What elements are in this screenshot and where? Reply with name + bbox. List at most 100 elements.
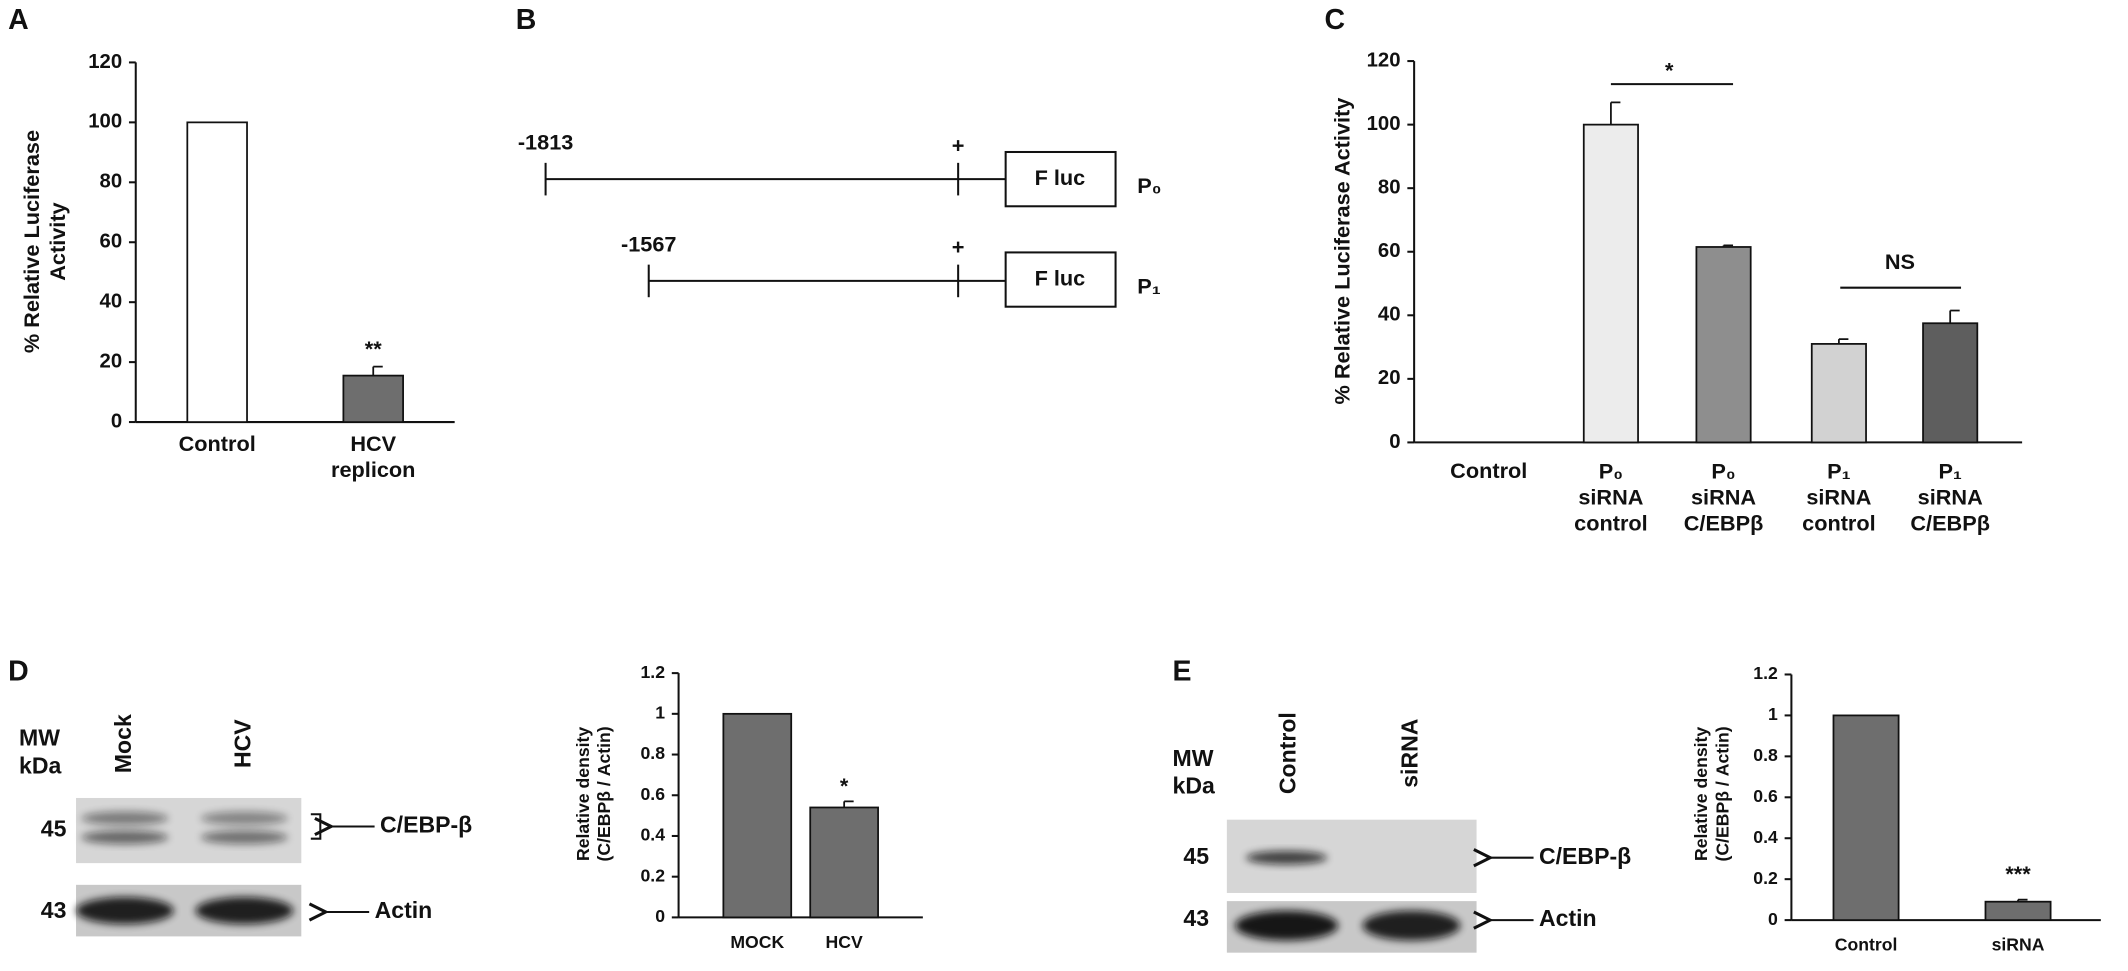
blot-band	[81, 811, 169, 826]
y-tick-label: 40	[1378, 304, 1401, 326]
y-tick-label: 1	[1768, 704, 1778, 724]
panel-label: D	[8, 656, 29, 688]
x-tick-label: Control	[1450, 458, 1527, 483]
x-tick-label: HCV	[826, 932, 863, 952]
y-tick-label: 120	[88, 51, 122, 73]
bar	[1810, 343, 1867, 444]
start-position: -1567	[621, 231, 677, 256]
bar	[186, 121, 248, 423]
annotation: ***	[2005, 861, 2031, 886]
mw-marker: 45	[1183, 843, 1209, 869]
blot-band	[1245, 850, 1328, 865]
annotation: *	[840, 773, 849, 798]
y-tick-label: 100	[88, 111, 122, 133]
y-tick-label: 100	[1367, 113, 1401, 135]
annotation: *	[1665, 58, 1674, 83]
annotation: **	[365, 336, 382, 361]
tss-label: +	[952, 132, 965, 157]
x-tick-label: P₁ siRNA C/EBPβ	[1910, 458, 1990, 535]
y-tick-label: 0.2	[640, 865, 665, 885]
error-bar	[372, 365, 383, 376]
band-label: Actin	[375, 897, 433, 923]
blot-band	[81, 830, 169, 845]
lane-label: siRNA	[1397, 718, 1423, 788]
y-axis-label: % Relative LuciferaseActivity	[19, 130, 70, 353]
y-tick-label: 60	[1378, 240, 1401, 262]
y-tick-label: 0.2	[1753, 868, 1778, 888]
x-tick-label: siRNA	[1992, 935, 2045, 955]
bar	[1984, 900, 2052, 921]
y-tick-label: 0.4	[1753, 827, 1778, 847]
mw-marker: 43	[41, 897, 67, 923]
tss-label: +	[952, 234, 965, 259]
y-tick-label: 0	[655, 906, 665, 926]
error-bar	[1838, 338, 1849, 344]
y-tick-label: 80	[100, 171, 123, 193]
y-tick-label: 0	[1389, 431, 1400, 453]
reporter-label: F luc	[1035, 265, 1086, 290]
reporter-box	[1004, 251, 1117, 308]
lane-label: HCV	[229, 719, 255, 768]
x-tick-label: HCV replicon	[331, 431, 415, 482]
bar	[1695, 246, 1752, 444]
lane-label: Control	[1274, 712, 1300, 794]
y-tick-label: 1.2	[640, 662, 665, 682]
y-tick-label: 0.8	[1753, 745, 1778, 765]
y-tick-label: 20	[100, 350, 123, 372]
blot-band	[76, 897, 174, 925]
mw-label: MW kDa	[1173, 745, 1215, 799]
reporter-label: F luc	[1035, 165, 1086, 190]
bar	[1582, 123, 1639, 444]
mw-label: MW kDa	[19, 725, 61, 779]
bar	[722, 712, 793, 919]
x-tick-label: P₀ siRNA control	[1574, 458, 1648, 535]
panel-label: B	[516, 4, 537, 36]
annotation: NS	[1885, 249, 1915, 274]
blot-band	[200, 830, 288, 845]
x-tick-label: P₀ siRNA C/EBPβ	[1684, 458, 1764, 535]
error-bar	[843, 800, 854, 808]
y-axis-label: Relative density(C/EBPβ / Actin)	[1691, 726, 1732, 861]
band-label: Actin	[1539, 905, 1597, 931]
y-tick-label: 1.2	[1753, 663, 1778, 683]
construct-name: P₁	[1137, 273, 1160, 298]
y-tick-label: 120	[1367, 49, 1401, 71]
y-tick-label: 80	[1378, 177, 1401, 199]
y-tick-label: 0	[1768, 909, 1778, 929]
y-axis-label: % Relative Luciferase Activity	[1329, 98, 1354, 405]
y-tick-label: 60	[100, 231, 123, 253]
y-tick-label: 0.8	[640, 743, 665, 763]
panel-label: E	[1173, 656, 1192, 688]
blot-strip	[76, 797, 302, 864]
reporter-box	[1004, 150, 1117, 208]
blot-band	[1362, 910, 1461, 941]
bar	[1922, 322, 1979, 444]
y-tick-label: 0.4	[640, 825, 665, 845]
bar	[809, 806, 879, 919]
blot-band	[195, 897, 294, 925]
y-tick-label: 1	[655, 702, 665, 722]
bar	[1832, 714, 1900, 921]
lane-label: Mock	[110, 714, 136, 773]
mw-marker: 43	[1183, 905, 1209, 931]
blot-band	[200, 811, 288, 826]
band-bracket	[310, 813, 322, 840]
y-tick-label: 40	[100, 291, 123, 313]
panel-label: A	[8, 4, 29, 36]
x-tick-label: Control	[179, 431, 256, 456]
y-tick-label: 20	[1378, 367, 1401, 389]
error-bar	[2017, 898, 2028, 902]
band-label: C/EBP-β	[1539, 843, 1631, 869]
y-tick-label: 0.6	[640, 784, 665, 804]
x-tick-label: Control	[1835, 935, 1898, 955]
mw-marker: 45	[41, 816, 67, 842]
x-tick-label: P₁ siRNA control	[1802, 458, 1876, 535]
y-tick-label: 0	[111, 410, 122, 432]
band-label: C/EBP-β	[380, 812, 472, 838]
panel-label: C	[1325, 4, 1346, 36]
x-tick-label: MOCK	[730, 932, 784, 952]
start-position: -1813	[518, 130, 574, 155]
error-bar	[1610, 101, 1621, 125]
